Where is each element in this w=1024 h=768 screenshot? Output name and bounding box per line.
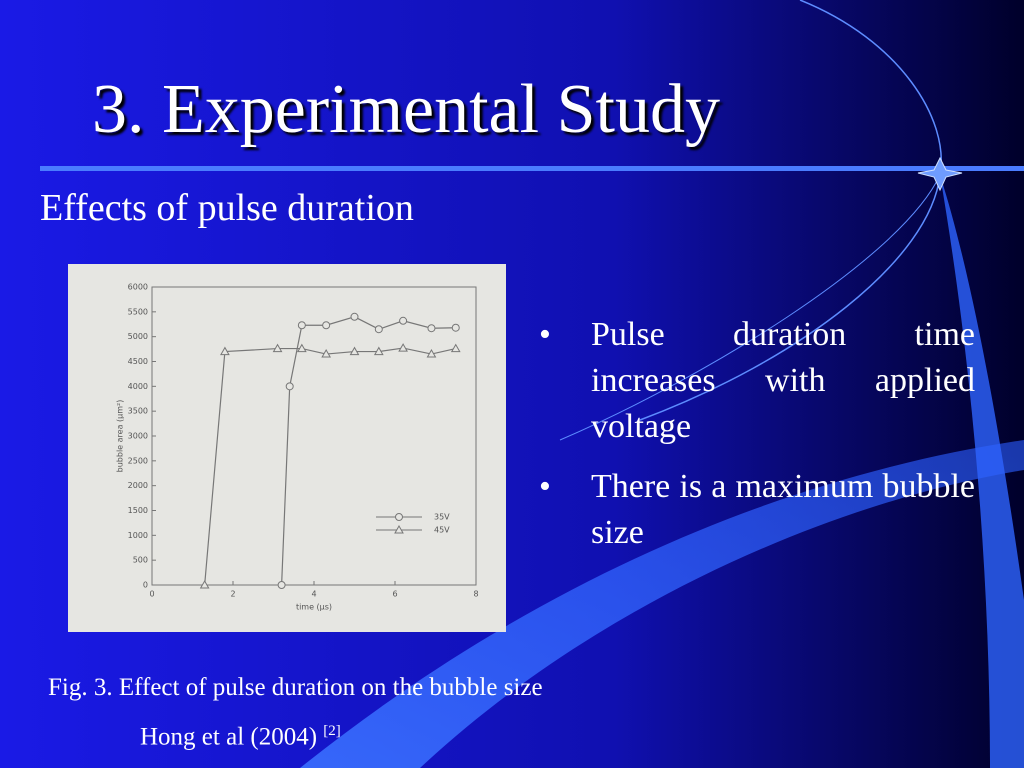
y-tick-label: 2500 [128,456,148,465]
y-tick-label: 2000 [128,481,148,490]
marker [322,321,331,330]
marker [426,349,437,358]
y-tick-label: 4000 [128,382,148,391]
marker [349,346,360,356]
slide-subtitle: Effects of pulse duration [40,187,414,229]
marker [199,579,210,589]
marker [296,343,307,353]
x-tick-label: 2 [230,590,235,599]
marker [427,324,436,333]
slide-title: 3. Experimental Study [92,71,720,148]
marker [398,343,408,352]
marker [374,325,383,334]
marker [285,382,294,391]
y-tick-label: 500 [133,556,148,565]
marker [220,346,230,356]
y-tick-label: 0 [143,581,148,590]
x-tick-label: 4 [311,590,316,599]
marker [373,346,384,356]
title-rule [40,166,1024,171]
bullet-list: Pulse duration time increases with appli… [535,312,975,570]
y-tick-label: 5500 [128,307,148,316]
y-tick-label: 1000 [128,531,148,540]
swoosh [300,440,1024,768]
star [917,156,963,192]
citation-ref: [2] [323,723,341,739]
series-line [204,347,456,586]
x-axis-label: time (μs) [296,603,332,612]
citation-text: Hong et al (2004) [140,723,318,751]
citation: Hong et al (2004) [2] [140,723,341,751]
chart: 0 500 1000 1500 2000 2500 3000 3500 4000 4500 5000… [116,283,479,612]
marker [399,316,408,325]
marker [451,323,460,332]
swoosh [940,175,1024,768]
y-tick-label: 6000 [128,283,148,292]
x-tick-label: 8 [473,590,478,599]
legend-label: 45V [434,526,450,535]
y-tick-label: 5000 [128,332,148,341]
y-tick-label: 4500 [128,357,148,366]
bullet: There is a maximum bubble size [535,464,975,556]
marker [395,513,403,521]
x-tick-label: 0 [149,590,154,599]
x-tick-label: 6 [392,590,397,599]
marker [350,312,359,321]
marker [272,343,283,353]
bullet: Pulse duration time increases with appli… [535,312,975,450]
y-tick-label: 3000 [128,432,148,441]
marker [450,343,461,353]
y-tick-label: 1500 [128,506,148,515]
y-axis-label: bubble area (μm²) [116,400,125,473]
y-tick-label: 3500 [128,407,148,416]
legend-label: 35V [434,513,450,522]
marker [297,321,306,330]
marker [394,524,404,534]
marker [321,349,332,358]
figure-caption: Fig. 3. Effect of pulse duration on the … [48,674,543,701]
marker [277,581,286,589]
